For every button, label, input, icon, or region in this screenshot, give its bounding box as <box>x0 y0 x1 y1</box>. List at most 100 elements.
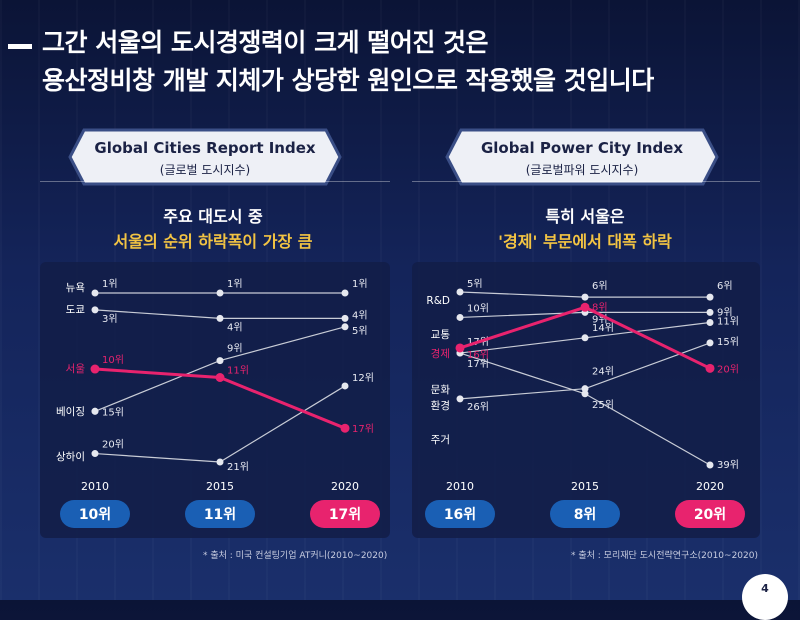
data-label-4-2: 39위 <box>717 458 739 471</box>
title-dash <box>8 44 32 49</box>
data-point-1-2 <box>706 308 714 316</box>
data-label-5-0: 20위 <box>102 438 124 451</box>
rank-pill-1 <box>550 500 620 528</box>
data-point-2-1 <box>216 357 224 365</box>
left-subtitle-2: 서울의 순위 하락폭이 가장 큼 <box>113 232 313 251</box>
x-tick-2015: 2015 <box>206 480 234 493</box>
x-tick-2015: 2015 <box>571 480 599 493</box>
data-label-2-1: 9위 <box>227 342 243 355</box>
right-divider <box>412 181 760 182</box>
data-point-5-1 <box>216 458 224 466</box>
data-label-0-1: 1위 <box>227 277 243 290</box>
data-label-5-1: 21위 <box>227 460 249 473</box>
right-ribbon-title: Global Power City Index <box>480 139 684 157</box>
right-subtitle-1: 특히 서울은 <box>545 207 625 226</box>
data-label-0-0: 5위 <box>467 277 483 290</box>
data-label-0-1: 6위 <box>592 279 608 292</box>
title-line-1: 그간 서울의 도시경쟁력이 크게 떨어진 것은 <box>42 28 489 57</box>
rank-pill-0 <box>60 500 130 528</box>
data-point-3-1 <box>215 373 225 382</box>
data-point-1-0 <box>456 313 464 321</box>
series-line-2 <box>94 326 346 412</box>
right-chart-panel: 5위 6위 6위 R&D 10위 9위 9위 교통 17위 14위 11위 문화 환경 17위 25위 39위… <box>412 262 760 538</box>
data-label-5-2: 15위 <box>717 335 739 348</box>
rank-pill-label-2: 17위 <box>329 507 361 523</box>
data-point-4-1 <box>581 390 589 398</box>
series-name-3-1: 환경 <box>431 399 450 412</box>
rank-pill-label-1: 11위 <box>204 507 236 523</box>
data-label-3-1: 11위 <box>227 364 249 377</box>
data-point-2-0 <box>455 343 465 353</box>
data-point-0-1 <box>581 293 589 301</box>
data-point-4-2 <box>706 461 714 469</box>
x-tick-2020: 2020 <box>331 480 359 493</box>
page-number: 4 <box>761 582 769 595</box>
series-name-5-0: 주거 <box>431 434 450 446</box>
left-ribbon: Global Cities Report Index (글로벌 도시지수) <box>68 128 342 188</box>
rank-pill-2 <box>675 500 745 528</box>
page-title: 그간 서울의 도시경쟁력이 크게 떨어진 것은 용산정비창 개발 지체가 상당한… <box>42 24 654 100</box>
data-point-0-0 <box>456 288 464 296</box>
series-name-0-0: 뉴욕 <box>66 282 86 294</box>
rank-pill-0 <box>425 500 495 528</box>
right-source: * 출처 : 모리재단 도시전략연구소(2010~2020) <box>571 551 758 561</box>
data-point-0-2 <box>706 293 714 301</box>
data-point-0-0 <box>91 289 99 297</box>
rank-pill-label-2: 20위 <box>694 507 726 523</box>
data-point-3-0 <box>90 364 100 374</box>
series-name-0-0: R&D <box>426 295 450 307</box>
rank-pill-label-1: 8위 <box>574 507 597 523</box>
series-name-2-0: 경제 <box>431 347 450 360</box>
data-point-3-2 <box>340 423 350 433</box>
title-line-2: 용산정비창 개발 지체가 상당한 원인으로 작용했을 것입니다 <box>42 66 654 95</box>
data-label-3-2: 11위 <box>717 315 739 328</box>
data-label-4-0: 17위 <box>467 357 489 370</box>
rank-pill-label-0: 16위 <box>444 507 476 523</box>
data-point-2-1 <box>580 302 590 312</box>
series-name-1-0: 도쿄 <box>66 304 86 316</box>
left-ribbon-subtitle: (글로벌 도시지수) <box>159 163 251 177</box>
rank-pill-2 <box>310 500 380 528</box>
data-label-5-1: 24위 <box>592 365 614 378</box>
right-subtitle-2: '경제' 부문에서 대폭 하락 <box>498 232 672 251</box>
data-point-1-1 <box>216 314 224 322</box>
left-ribbon-title: Global Cities Report Index <box>94 139 316 157</box>
data-point-0-2 <box>341 289 349 297</box>
data-point-5-0 <box>91 450 99 458</box>
data-point-1-0 <box>91 306 99 314</box>
data-label-4-0: 15위 <box>102 405 124 418</box>
data-label-0-2: 1위 <box>352 277 368 290</box>
series-line-5 <box>94 385 346 463</box>
right-ribbon: Global Power City Index (글로벌파워 도시지수) <box>445 128 719 188</box>
left-divider <box>40 181 390 182</box>
data-label-1-2: 4위 <box>352 308 368 321</box>
data-point-2-2 <box>705 363 715 373</box>
left-ribbon-shape <box>68 128 342 186</box>
data-label-5-0: 26위 <box>467 400 489 413</box>
data-point-3-2 <box>706 319 714 327</box>
data-point-2-2 <box>341 323 349 331</box>
series-name-3-0: 문화 <box>431 384 451 396</box>
data-label-3-1: 14위 <box>592 321 614 334</box>
right-ribbon-subtitle: (글로벌파워 도시지수) <box>525 163 639 177</box>
data-label-3-2: 17위 <box>352 422 374 435</box>
data-label-2-0: 16위 <box>467 348 489 361</box>
data-label-2-2: 20위 <box>717 362 739 375</box>
data-point-3-1 <box>581 334 589 342</box>
data-label-0-2: 6위 <box>717 279 733 292</box>
data-label-5-2: 12위 <box>352 371 374 384</box>
data-label-3-0: 10위 <box>102 353 124 366</box>
series-name-1-0: 교통 <box>431 329 451 341</box>
right-ribbon-shape <box>445 128 719 186</box>
data-label-1-0: 3위 <box>102 312 118 325</box>
data-point-1-2 <box>341 314 349 322</box>
data-point-5-0 <box>456 395 464 403</box>
right-chart: 5위 6위 6위R&D10위9위9위교통17위14위11위문화환경17위25위39위… <box>425 277 745 528</box>
left-source: * 출처 : 미국 컨설팅기업 AT커니(2010~2020) <box>203 551 388 561</box>
data-label-1-2: 9위 <box>717 305 733 318</box>
data-point-4-0 <box>91 407 99 415</box>
data-point-5-2 <box>706 339 714 347</box>
series-line-4 <box>459 352 711 466</box>
left-subtitle-1: 주요 대도시 중 <box>163 207 263 226</box>
